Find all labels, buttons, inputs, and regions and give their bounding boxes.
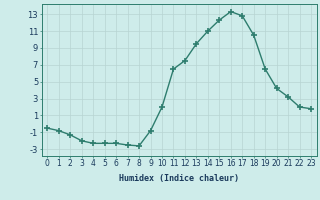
- X-axis label: Humidex (Indice chaleur): Humidex (Indice chaleur): [119, 174, 239, 183]
